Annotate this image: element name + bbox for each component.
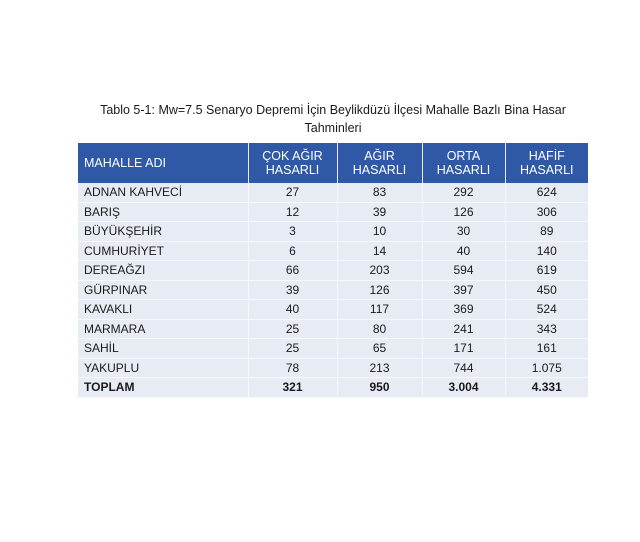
cell-value: 126 [337, 280, 423, 300]
header-text: MAHALLE ADI [84, 156, 166, 170]
header-agir: AĞIR HASARLI [337, 143, 423, 183]
cell-value: 3 [248, 221, 338, 242]
cell-value: 624 [505, 183, 588, 203]
cell-value: 78 [248, 358, 338, 378]
header-text: ÇOK AĞIR [262, 149, 323, 163]
header-text: HASARLI [265, 163, 320, 177]
header-text: ORTA [446, 149, 481, 163]
cell-value: 213 [337, 358, 423, 378]
cell-mahalle: YAKUPLU [78, 358, 249, 378]
header-orta: ORTA HASARLI [422, 143, 506, 183]
cell-value: 117 [337, 299, 423, 320]
cell-value: 89 [505, 221, 588, 242]
table-row: GÜRPINAR 39 126 397 450 [78, 280, 588, 300]
header-text: AĞIR [364, 149, 395, 163]
cell-mahalle: TOPLAM [78, 377, 249, 398]
cell-value: 292 [422, 183, 506, 203]
cell-value: 306 [505, 202, 588, 222]
caption-line-1: Tablo 5-1: Mw=7.5 Senaryo Depremi İçin B… [100, 103, 566, 117]
cell-value: 594 [422, 260, 506, 281]
table-row: CUMHURİYET 6 14 40 140 [78, 241, 588, 261]
cell-value: 140 [505, 241, 588, 261]
cell-mahalle: SAHİL [78, 338, 249, 359]
cell-value: 126 [422, 202, 506, 222]
cell-value: 744 [422, 358, 506, 378]
cell-value: 241 [422, 319, 506, 339]
cell-value: 40 [422, 241, 506, 261]
cell-value: 83 [337, 183, 423, 203]
header-row: MAHALLE ADI ÇOK AĞIR HASARLI AĞIR HASARLI … [78, 143, 588, 183]
table-row: MARMARA 25 80 241 343 [78, 319, 588, 339]
cell-mahalle: MARMARA [78, 319, 249, 339]
cell-value: 14 [337, 241, 423, 261]
header-text: HASARLI [520, 163, 574, 177]
damage-table: MAHALLE ADI ÇOK AĞIR HASARLI AĞIR HASARLI … [78, 143, 588, 398]
cell-value: 12 [248, 202, 338, 222]
header-text: HASARLI [352, 163, 407, 177]
cell-value: 27 [248, 183, 338, 203]
cell-value: 4.331 [505, 377, 588, 398]
header-text: HAFİF [528, 149, 565, 163]
cell-value: 25 [248, 319, 338, 339]
header-text: HASARLI [436, 163, 491, 177]
table-row: ADNAN KAHVECİ 27 83 292 624 [78, 183, 588, 203]
cell-value: 65 [337, 338, 423, 359]
cell-value: 3.004 [422, 377, 506, 398]
cell-value: 369 [422, 299, 506, 320]
table-row: KAVAKLI 40 117 369 524 [78, 299, 588, 320]
cell-mahalle: DEREAĞZI [78, 260, 249, 281]
cell-value: 619 [505, 260, 588, 281]
cell-value: 203 [337, 260, 423, 281]
table-row: SAHİL 25 65 171 161 [78, 338, 588, 359]
cell-value: 6 [248, 241, 338, 261]
cell-mahalle: KAVAKLI [78, 299, 249, 320]
cell-value: 171 [422, 338, 506, 359]
cell-value: 25 [248, 338, 338, 359]
table-row: BÜYÜKŞEHİR 3 10 30 89 [78, 221, 588, 242]
caption-line-2: Tahminleri [304, 121, 362, 135]
cell-value: 950 [337, 377, 423, 398]
table-caption: Tablo 5-1: Mw=7.5 Senaryo Depremi İçin B… [78, 101, 588, 137]
table-row: DEREAĞZI 66 203 594 619 [78, 260, 588, 281]
cell-mahalle: BARIŞ [78, 202, 249, 222]
cell-mahalle: BÜYÜKŞEHİR [78, 221, 249, 242]
cell-value: 450 [505, 280, 588, 300]
cell-mahalle: ADNAN KAHVECİ [78, 183, 249, 203]
cell-value: 161 [505, 338, 588, 359]
cell-value: 39 [337, 202, 423, 222]
header-cok-agir: ÇOK AĞIR HASARLI [248, 143, 338, 183]
cell-value: 1.075 [505, 358, 588, 378]
total-row: TOPLAM 321 950 3.004 4.331 [78, 377, 588, 398]
cell-value: 80 [337, 319, 423, 339]
table-row: YAKUPLU 78 213 744 1.075 [78, 358, 588, 378]
table-row: BARIŞ 12 39 126 306 [78, 202, 588, 222]
cell-value: 397 [422, 280, 506, 300]
cell-value: 66 [248, 260, 338, 281]
cell-mahalle: CUMHURİYET [78, 241, 249, 261]
cell-value: 321 [248, 377, 338, 398]
cell-value: 343 [505, 319, 588, 339]
cell-value: 40 [248, 299, 338, 320]
cell-value: 524 [505, 299, 588, 320]
header-hafif: HAFİF HASARLI [505, 143, 588, 183]
header-mahalle: MAHALLE ADI [78, 143, 249, 183]
cell-value: 39 [248, 280, 338, 300]
cell-value: 30 [422, 221, 506, 242]
cell-value: 10 [337, 221, 423, 242]
cell-mahalle: GÜRPINAR [78, 280, 249, 300]
